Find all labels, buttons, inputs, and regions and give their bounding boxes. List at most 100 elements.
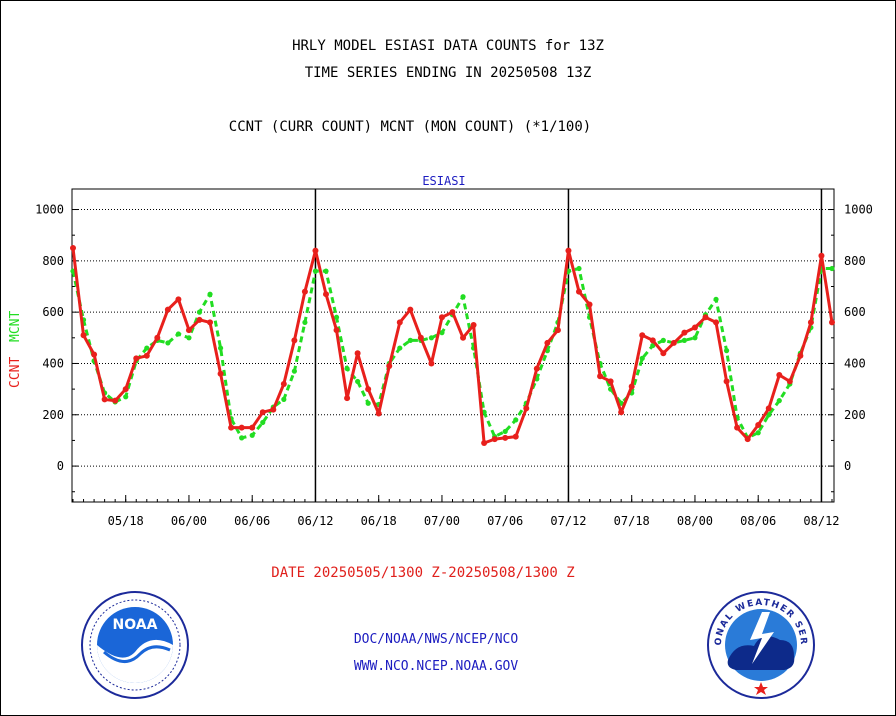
- y-tick-label-left: 1000: [35, 203, 64, 217]
- point-ccnt: [491, 436, 498, 443]
- point-ccnt: [291, 337, 298, 344]
- chart-subtitle: CCNT (CURR COUNT) MCNT (MON COUNT) (*1/1…: [228, 119, 592, 135]
- point-ccnt: [512, 433, 519, 440]
- point-ccnt: [185, 327, 192, 334]
- point-mcnt: [333, 314, 340, 320]
- point-ccnt: [365, 386, 372, 393]
- point-mcnt: [144, 345, 150, 351]
- point-ccnt: [175, 296, 182, 303]
- point-ccnt: [375, 410, 382, 417]
- x-tick-label: 07/12: [550, 514, 586, 528]
- y-tick-label-left: 200: [42, 408, 64, 422]
- point-ccnt: [565, 247, 572, 254]
- org-path-link[interactable]: DOC/NOAA/NWS/NCEP/NCO: [353, 632, 519, 647]
- point-ccnt: [80, 332, 87, 339]
- point-ccnt: [91, 351, 98, 358]
- point-ccnt: [396, 319, 403, 326]
- point-mcnt: [165, 340, 171, 346]
- point-ccnt: [249, 424, 256, 431]
- point-mcnt: [365, 400, 371, 406]
- point-ccnt: [681, 329, 688, 336]
- point-ccnt: [207, 319, 214, 326]
- nws-logo: NATIONAL WEATHER SERVICE: [706, 590, 815, 699]
- point-mcnt: [291, 368, 297, 374]
- point-ccnt: [333, 327, 340, 334]
- point-mcnt: [207, 291, 213, 297]
- y-tick-label-right: 600: [844, 305, 866, 319]
- point-ccnt: [101, 396, 108, 403]
- point-ccnt: [460, 334, 467, 341]
- point-ccnt: [607, 378, 614, 385]
- point-mcnt: [407, 337, 413, 343]
- point-ccnt: [691, 324, 698, 331]
- point-ccnt: [154, 334, 161, 341]
- point-mcnt: [639, 355, 645, 361]
- website-link[interactable]: WWW.NCO.NCEP.NOAA.GOV: [353, 659, 519, 674]
- x-tick-label: 06/00: [171, 514, 207, 528]
- y-tick-label-right: 200: [844, 408, 866, 422]
- point-mcnt: [355, 378, 361, 385]
- point-ccnt: [164, 306, 171, 313]
- x-tick-label: 08/12: [803, 514, 839, 528]
- point-ccnt: [744, 436, 751, 443]
- y-tick-label-left: 600: [42, 305, 64, 319]
- point-ccnt: [797, 352, 804, 359]
- point-ccnt: [122, 386, 129, 393]
- point-ccnt: [428, 360, 435, 367]
- point-ccnt: [438, 314, 445, 321]
- point-ccnt: [544, 339, 551, 346]
- y-tick-label-left: 0: [57, 459, 64, 473]
- point-ccnt: [312, 247, 319, 254]
- point-mcnt: [576, 265, 582, 272]
- x-tick-label: 07/00: [424, 514, 460, 528]
- point-ccnt: [70, 245, 76, 252]
- x-tick-label: 07/06: [487, 514, 523, 528]
- point-mcnt: [249, 432, 255, 438]
- date-range-label: DATE 20250505/1300 Z-20250508/1300 Z: [271, 565, 575, 581]
- point-ccnt: [702, 314, 709, 321]
- point-ccnt: [618, 409, 625, 416]
- point-ccnt: [523, 405, 530, 412]
- point-mcnt: [397, 345, 403, 351]
- point-ccnt: [628, 383, 635, 390]
- point-mcnt: [681, 337, 688, 343]
- point-ccnt: [723, 378, 730, 385]
- point-ccnt: [270, 406, 277, 413]
- series-line-ccnt: [71, 247, 834, 445]
- point-ccnt: [776, 372, 783, 379]
- y-tick-label-right: 400: [844, 356, 866, 370]
- point-ccnt: [481, 439, 488, 446]
- point-mcnt: [513, 417, 519, 423]
- point-ccnt: [734, 424, 741, 431]
- point-mcnt: [723, 348, 730, 354]
- y-tick-label-left: 400: [42, 356, 64, 370]
- point-ccnt: [217, 370, 224, 377]
- point-ccnt: [133, 355, 140, 362]
- point-mcnt: [755, 430, 761, 436]
- point-ccnt: [449, 309, 456, 316]
- series-layer: [70, 245, 835, 446]
- point-mcnt: [344, 365, 350, 372]
- point-mcnt: [312, 268, 319, 274]
- point-mcnt: [323, 268, 329, 274]
- series-line-mcnt: [71, 267, 832, 440]
- point-mcnt: [460, 294, 466, 300]
- axis-layer: 0 0 200 200 400 400 600 600 800 800 1000 1000 05/18 0…: [35, 188, 873, 528]
- point-mcnt: [302, 319, 308, 326]
- point-ccnt: [649, 337, 656, 344]
- y-tick-label-right: 1000: [844, 203, 873, 217]
- point-ccnt: [786, 378, 793, 385]
- point-ccnt: [259, 409, 266, 416]
- point-ccnt: [765, 405, 772, 412]
- point-ccnt: [533, 365, 540, 372]
- point-ccnt: [112, 397, 119, 404]
- point-ccnt: [576, 288, 582, 295]
- point-ccnt: [660, 350, 667, 357]
- chart-title-line2: TIME SERIES ENDING IN 20250508 13Z: [304, 65, 592, 81]
- x-tick-label: 06/06: [234, 514, 270, 528]
- point-mcnt: [713, 296, 719, 302]
- point-mcnt: [776, 398, 782, 404]
- point-ccnt: [670, 339, 677, 346]
- point-mcnt: [692, 335, 698, 341]
